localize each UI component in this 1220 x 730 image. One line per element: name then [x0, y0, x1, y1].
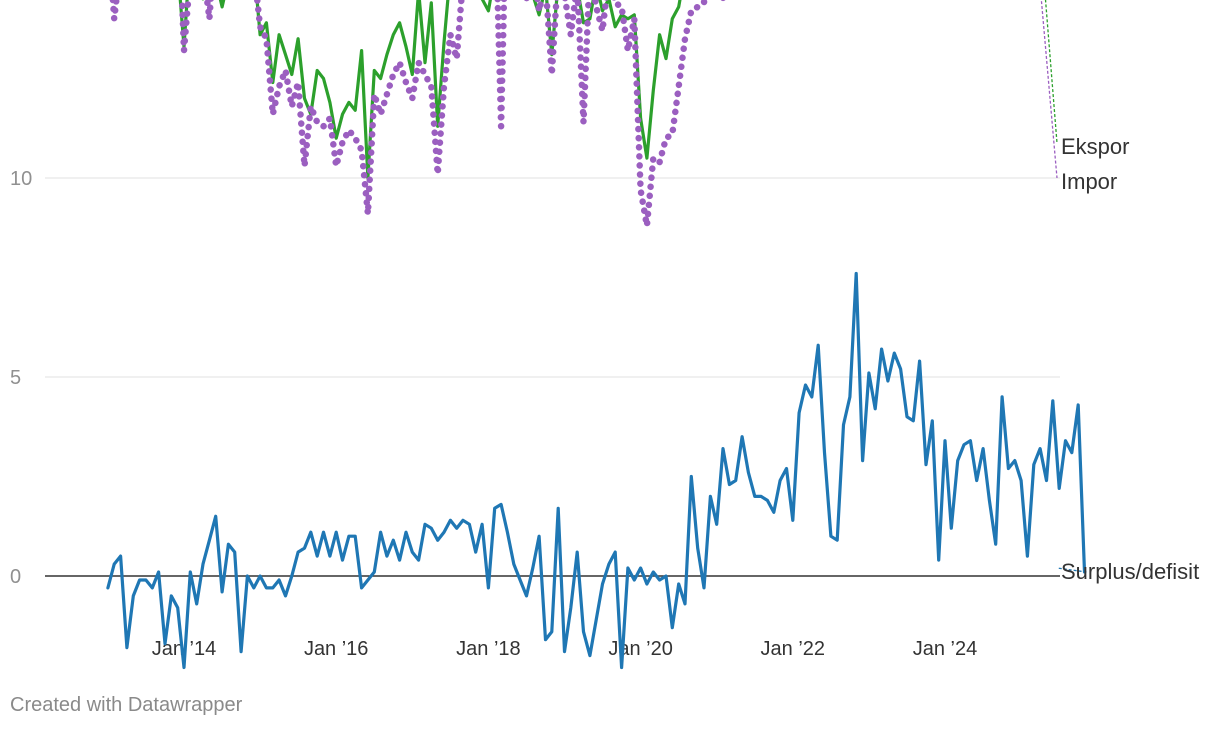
y-tick-label: 5	[10, 367, 21, 389]
x-tick-label: Jan ’20	[608, 638, 673, 660]
series-line-ekspor	[178, 0, 682, 180]
y-tick-label: 0	[10, 566, 21, 588]
label-connector	[1040, 0, 1058, 179]
y-tick-label: 10	[10, 168, 32, 190]
series-labels: Ekspor Impor Surplus/defisit	[1040, 0, 1199, 584]
x-tick-label: Jan ’24	[913, 638, 978, 660]
x-tick-label: Jan ’16	[304, 638, 369, 660]
series-line-surplus-defisit	[106, 271, 1087, 670]
x-tick-label: Jan ’18	[456, 638, 521, 660]
gridlines	[45, 177, 1060, 577]
series-label-ekspor: Ekspor	[1061, 134, 1129, 159]
series-label-impor: Impor	[1061, 169, 1117, 194]
series-group	[106, 0, 1087, 670]
x-tick-label: Jan ’22	[761, 638, 826, 660]
footer-credit: Created with Datawrapper	[10, 694, 243, 716]
series-label-surplus-defisit: Surplus/defisit	[1061, 559, 1199, 584]
series-line-impor	[109, 0, 727, 230]
y-axis-ticks: 0510152025	[10, 168, 32, 588]
